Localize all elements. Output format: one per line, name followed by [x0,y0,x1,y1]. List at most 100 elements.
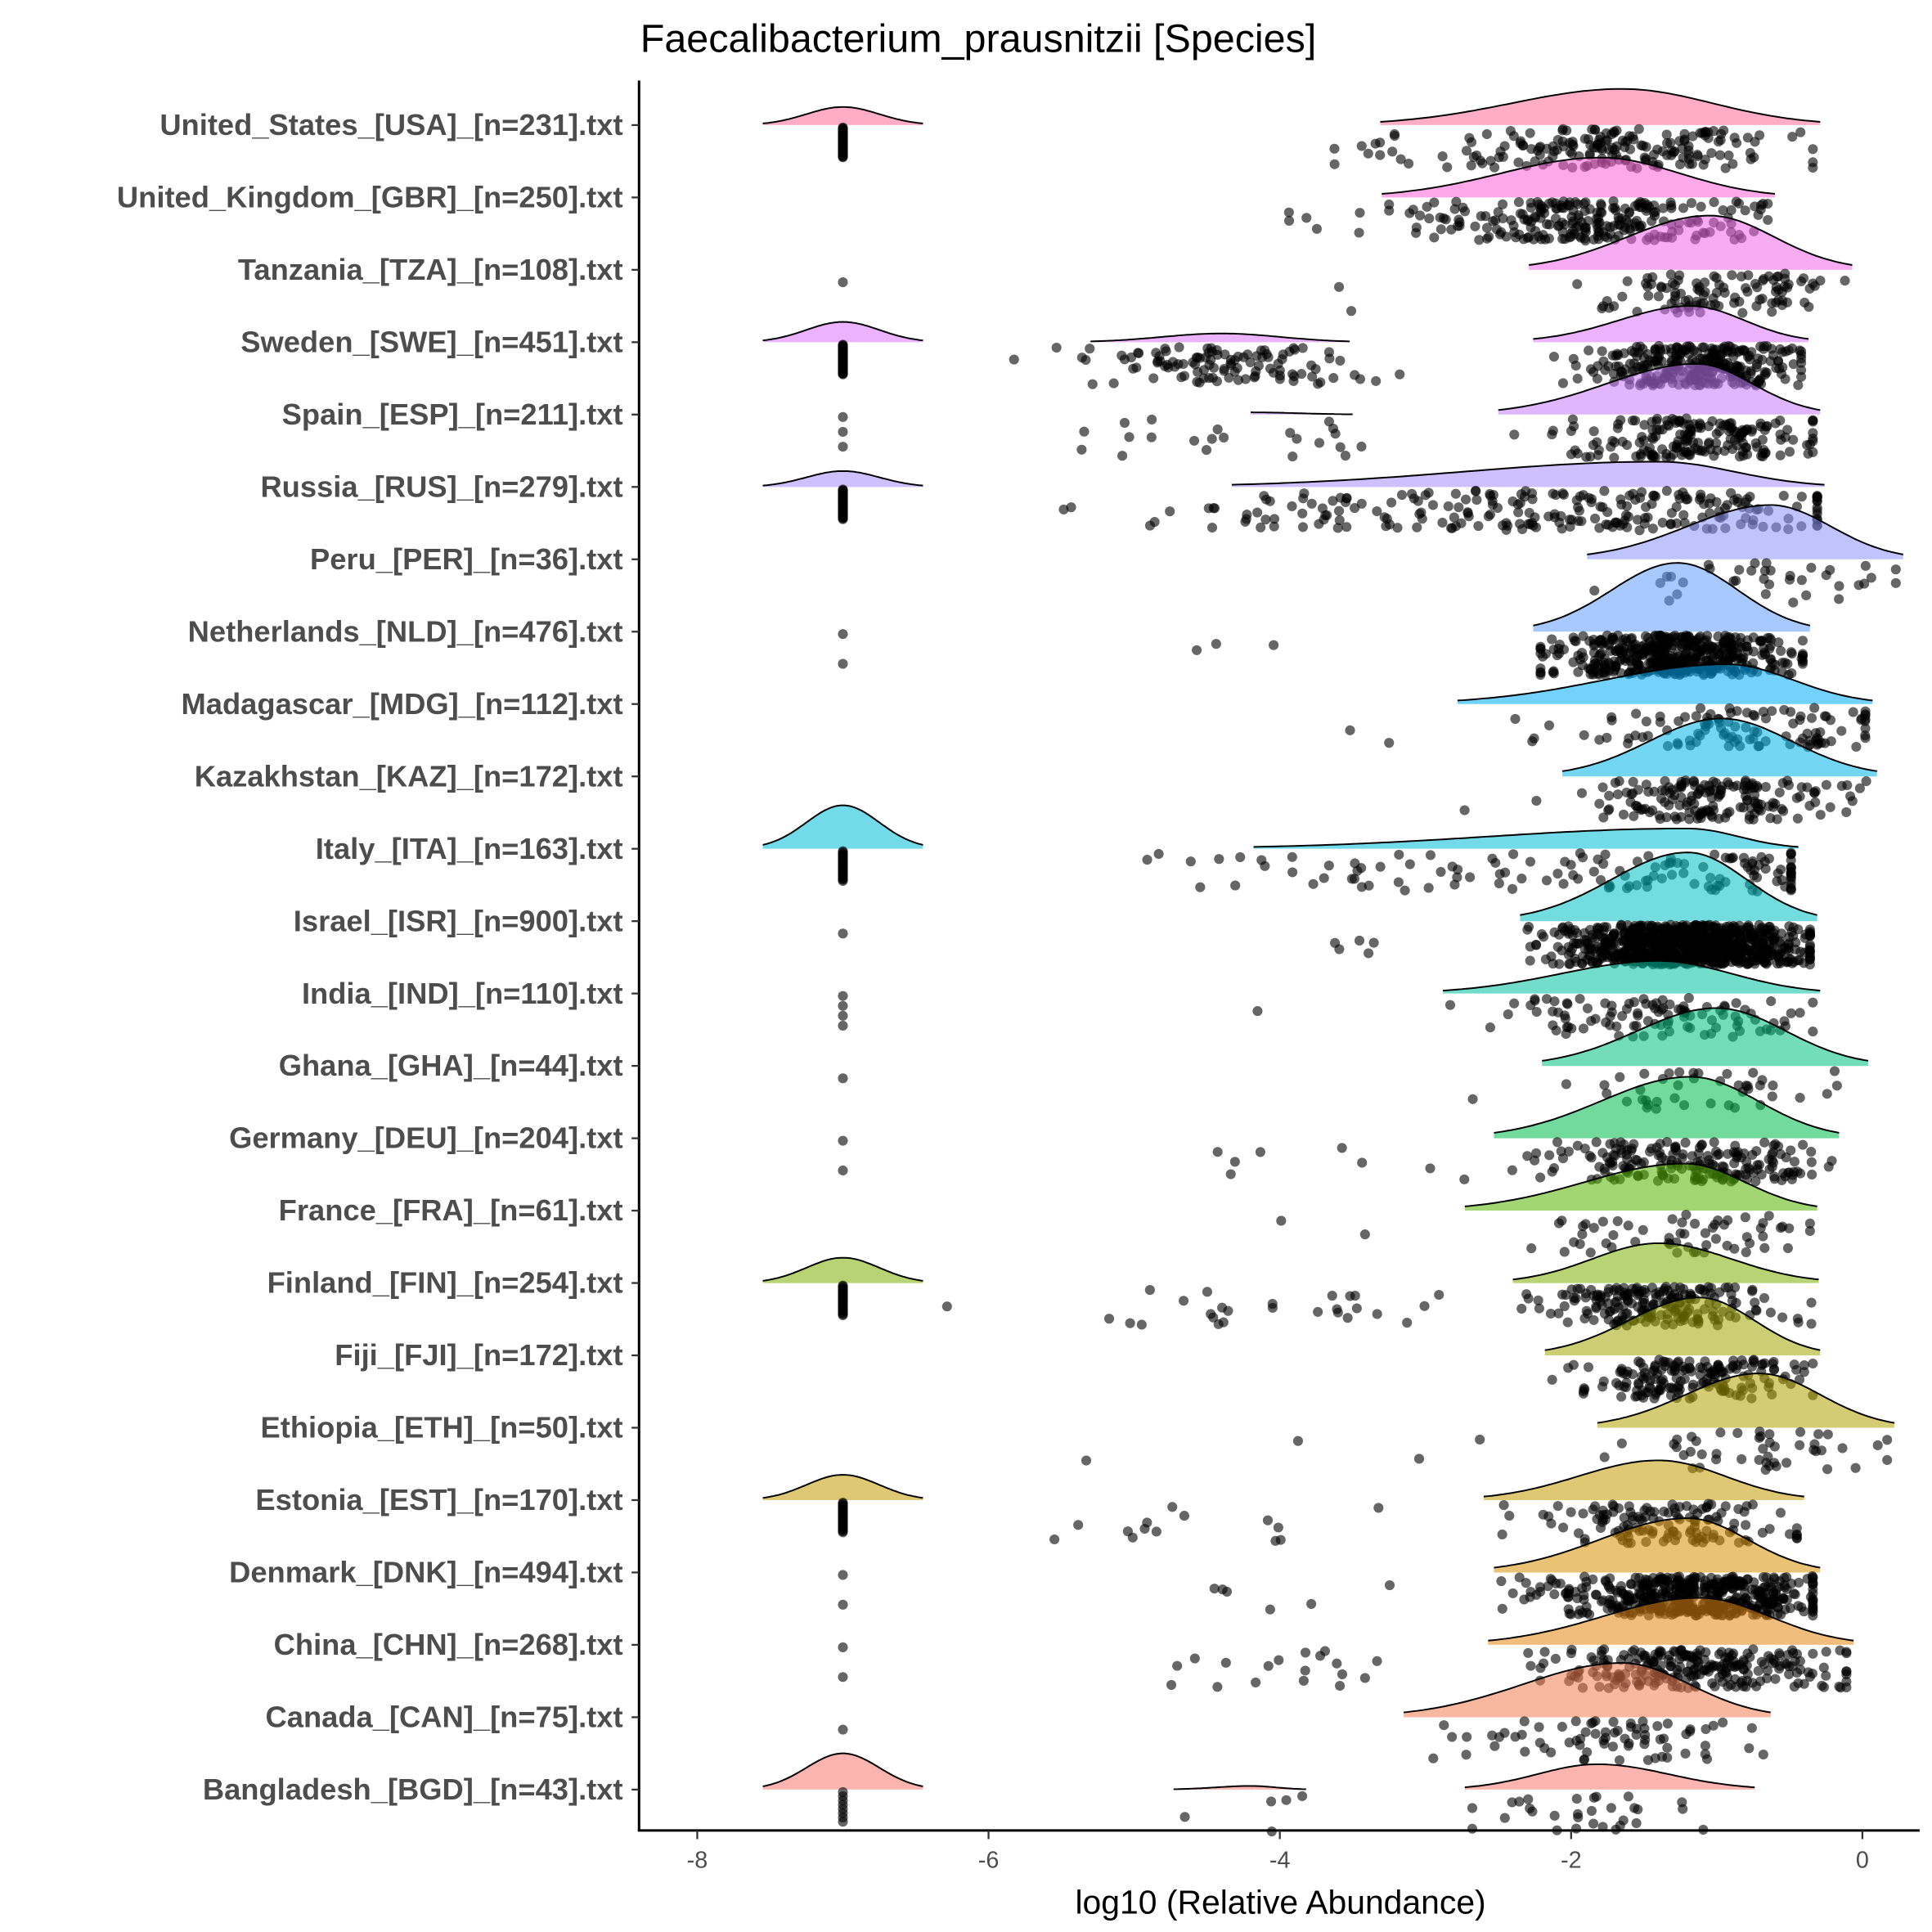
data-point [1882,1454,1893,1466]
row-5 [762,461,1825,536]
data-point [1667,1499,1678,1510]
density-outline [1533,562,1811,627]
density-fill [1494,1076,1840,1139]
data-point [1643,290,1654,301]
data-point [1660,950,1671,960]
data-point [1323,860,1334,871]
data-point [1782,1242,1793,1253]
data-point [1548,959,1558,969]
data-point [1731,998,1741,1009]
data-point [1788,359,1799,370]
data-point [1122,1526,1133,1537]
density-fill [1483,1460,1804,1501]
data-point [1768,1081,1778,1091]
data-point [1792,1314,1803,1324]
data-point [1508,849,1519,860]
data-point [1270,1535,1281,1546]
data-point [1230,880,1241,891]
data-point [1711,287,1722,298]
data-point [1766,995,1777,1007]
data-point [1566,1284,1577,1295]
data-point [1167,1502,1178,1512]
data-point [1759,643,1769,654]
data-point [1201,445,1212,456]
data-point [1717,949,1728,959]
data-point [1498,199,1508,209]
data-point [1603,1579,1614,1591]
data-point [1603,361,1614,371]
data-point [1860,723,1871,734]
density-fill [1380,88,1821,125]
data-point [1602,135,1612,146]
data-point [1758,199,1768,209]
data-point [1485,1022,1495,1033]
data-point [1474,235,1485,245]
data-point [1538,1509,1548,1520]
data-point [1624,1501,1634,1512]
data-point [1473,520,1484,532]
data-point [1620,935,1631,946]
data-point [1737,956,1747,968]
data-point [1544,1150,1555,1161]
points [1081,1427,1893,1475]
data-point [1588,1223,1599,1233]
data-point [1513,157,1524,168]
data-point [1703,421,1714,432]
data-point [1425,850,1436,860]
data-point [1354,227,1364,238]
data-point [838,1020,848,1031]
data-point [1682,653,1693,664]
data-point [838,1570,848,1580]
data-point [1758,1591,1768,1602]
data-point [1745,811,1755,821]
data-point [1728,495,1740,505]
data-point [1657,517,1668,528]
data-point [1198,373,1209,384]
data-point [1860,710,1871,721]
data-point [1559,1247,1570,1257]
data-point [1594,798,1605,809]
data-point [1592,437,1602,447]
density-outline [1542,1007,1869,1062]
data-point [1195,882,1206,892]
data-point [1425,1163,1436,1174]
data-point [1283,207,1294,218]
data-point [1058,504,1069,514]
data-point [1697,342,1708,353]
data-point [1823,1161,1834,1172]
data-point [1657,146,1668,157]
row-0 [762,88,1821,173]
data-point [1297,522,1309,532]
data-point [1700,1228,1710,1238]
data-point [1764,1437,1775,1448]
data-point [1624,733,1634,744]
data-point [1545,1574,1556,1584]
data-point [1804,951,1815,962]
data-point [1553,1218,1565,1229]
data-point [1009,354,1019,365]
data-point [1108,378,1119,389]
data-point [1804,735,1815,746]
data-point [1579,205,1590,217]
data-point [1804,1218,1815,1229]
data-point [1706,1499,1717,1510]
data-point [1678,1283,1689,1294]
data-point [1651,1292,1662,1303]
data-point [1651,1142,1662,1152]
data-point [1368,937,1379,948]
data-point [1585,950,1596,961]
data-point [1720,1283,1731,1293]
data-point [1329,159,1340,169]
data-point [1662,137,1673,149]
data-point [1151,1526,1161,1537]
data-point [838,1010,848,1021]
data-point [1525,197,1536,209]
data-point [1775,450,1786,461]
data-point [1553,1308,1564,1319]
data-point [1795,1427,1806,1437]
data-point [1422,201,1432,212]
data-point [1755,294,1765,305]
data-point [1825,802,1835,812]
data-point [838,1165,848,1176]
data-point [1508,220,1519,231]
